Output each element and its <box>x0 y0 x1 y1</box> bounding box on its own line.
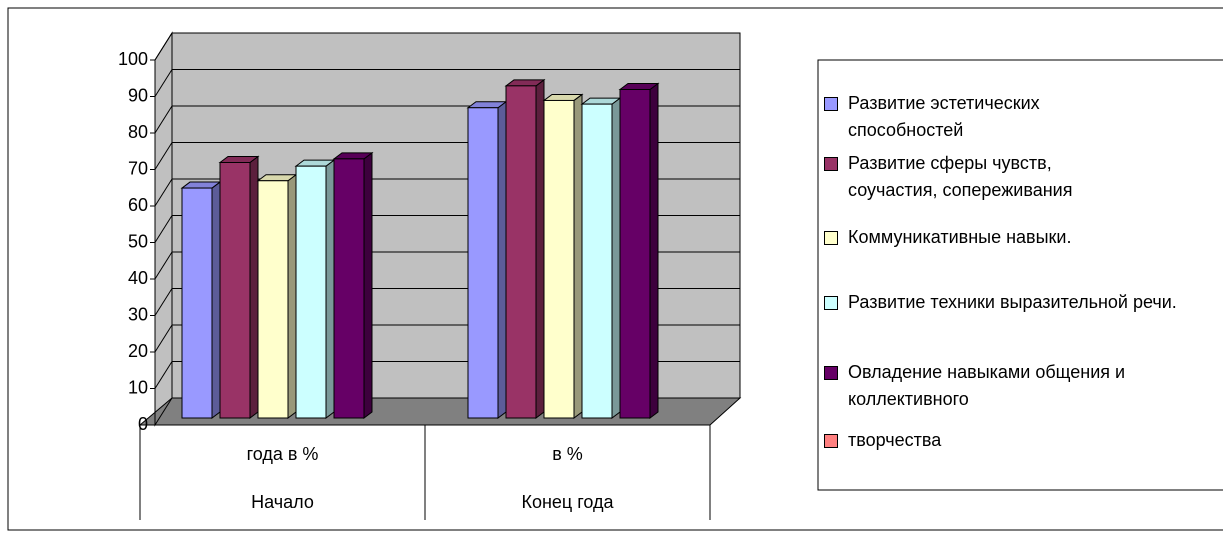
legend-label: Развитие техники выразительной речи. <box>848 292 1177 312</box>
legend-swatch <box>824 97 838 111</box>
y-tick-label: 40 <box>128 268 148 288</box>
legend-entry: Развитие сферы чувств, соучастия, сопере… <box>820 150 1098 204</box>
bar <box>333 158 365 419</box>
legend-label: Овладение навыками общения и коллективно… <box>848 362 1126 409</box>
legend-entry: Развитие техники выразительной речи. <box>820 289 1218 316</box>
x-tick-label: в % <box>552 444 583 464</box>
bar <box>581 103 613 419</box>
bar <box>181 187 213 419</box>
bar <box>295 165 327 419</box>
bar <box>219 162 251 419</box>
grid-line <box>154 69 173 97</box>
legend-entry: Овладение навыками общения и коллективно… <box>820 359 1223 413</box>
y-tick-label: 60 <box>128 195 148 215</box>
legend-label: Развитие эстетических способностей <box>848 93 1040 140</box>
legend-swatch <box>824 296 838 310</box>
grid-line <box>154 215 173 243</box>
bar <box>619 89 651 419</box>
y-tick-label: 20 <box>128 341 148 361</box>
legend-box <box>817 59 1223 491</box>
grid-line <box>154 324 173 353</box>
bar-side <box>249 155 259 419</box>
y-tick-label: 0 <box>138 414 148 434</box>
y-tick-label: 90 <box>128 85 148 105</box>
grid-line <box>154 361 173 389</box>
bar-side <box>211 181 221 419</box>
x-tick-label: года в % <box>247 444 319 464</box>
y-tick-label: 50 <box>128 231 148 251</box>
legend-label: Коммуникативные навыки. <box>848 227 1072 247</box>
grid-line <box>154 32 173 61</box>
y-tick-label: 30 <box>128 304 148 324</box>
y-tick-label: 10 <box>128 377 148 397</box>
legend-label: творчества <box>848 430 942 450</box>
bar-side <box>287 173 297 419</box>
legend-swatch <box>824 366 838 380</box>
x-group-label: Начало <box>251 492 314 512</box>
legend-entry: Коммуникативные навыки. <box>820 224 1218 251</box>
y-tick-label: 100 <box>118 49 148 69</box>
bar <box>505 85 537 419</box>
bar-side <box>363 151 373 419</box>
legend-swatch <box>824 231 838 245</box>
grid-line <box>154 142 173 170</box>
bar <box>257 180 289 419</box>
bar-side <box>535 78 545 419</box>
x-group-label: Конец года <box>521 492 614 512</box>
bar-side <box>497 100 507 419</box>
grid-line <box>154 288 173 316</box>
grid-line <box>154 178 173 207</box>
bar-side <box>611 97 621 419</box>
legend-entry: творчества <box>820 427 1218 454</box>
y-tick-label: 70 <box>128 158 148 178</box>
bar-side <box>649 82 659 419</box>
legend-swatch <box>824 434 838 448</box>
grid-line <box>154 105 173 134</box>
bar-side <box>573 93 583 419</box>
grid-line <box>154 251 173 280</box>
grid-line <box>154 397 173 426</box>
bar <box>467 107 499 419</box>
bar <box>543 99 575 419</box>
bar-side <box>325 159 335 419</box>
legend-label: Развитие сферы чувств, соучастия, сопере… <box>848 153 1073 200</box>
y-tick-label: 80 <box>128 122 148 142</box>
legend-swatch <box>824 157 838 171</box>
legend-entry: Развитие эстетических способностей <box>820 90 1078 144</box>
